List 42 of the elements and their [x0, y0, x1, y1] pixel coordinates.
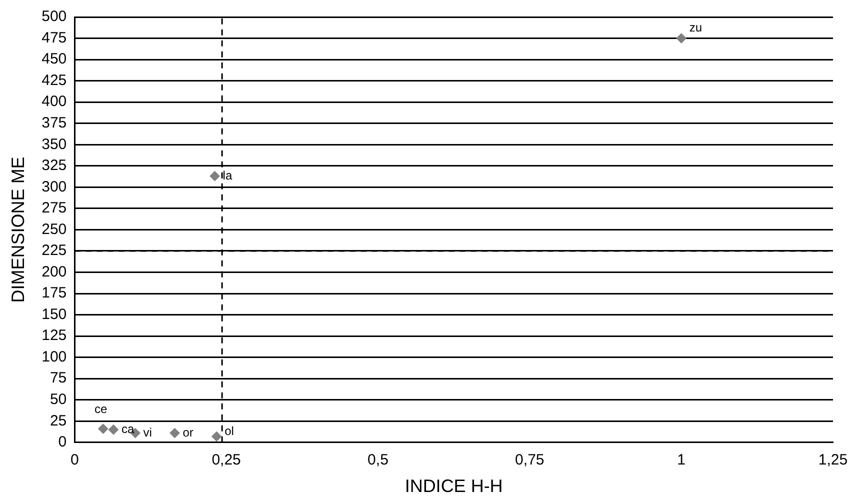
y-tick-label: 200 — [42, 263, 67, 280]
y-tick-label: 0 — [58, 434, 67, 451]
x-tick-label: 0,5 — [368, 452, 388, 469]
point — [98, 424, 108, 434]
y-tick-label: 425 — [42, 72, 67, 89]
y-tick-label: 25 — [50, 412, 67, 430]
point — [676, 33, 686, 44]
x-tick-label: 1 — [677, 452, 686, 469]
y-tick-label: 150 — [42, 306, 67, 323]
point — [210, 171, 220, 182]
y-tick-label: 325 — [42, 157, 67, 174]
y-tick-label: 125 — [42, 327, 67, 344]
point — [170, 428, 180, 438]
y-tick-label: 225 — [42, 242, 67, 260]
x-tick-label: 0,25 — [212, 452, 241, 469]
point — [108, 424, 118, 435]
y-tick-label: 250 — [42, 220, 67, 238]
y-tick-label: 275 — [42, 200, 67, 217]
y-tick-label: 75 — [50, 370, 67, 387]
point — [212, 431, 222, 442]
y-tick-label: 450 — [42, 50, 67, 68]
annotation: ca — [121, 422, 134, 436]
y-tick-label: 175 — [42, 284, 67, 302]
y-tick-label: 400 — [42, 93, 67, 110]
annotation: la — [222, 168, 232, 182]
annotation: ol — [224, 424, 234, 438]
y-tick-label: 500 — [42, 8, 67, 26]
y-tick-label: 375 — [42, 114, 67, 132]
x-tick-label: 0 — [70, 452, 79, 469]
y-axis-title: DIMENSIONE ME — [8, 156, 28, 303]
annotation: or — [182, 425, 194, 440]
y-tick-label: 50 — [50, 391, 67, 408]
annotation: ce — [94, 402, 108, 416]
x-axis-title: INDICE H-H — [404, 476, 503, 496]
y-tick-label: 350 — [42, 136, 67, 153]
annotation: zu — [689, 20, 702, 35]
y-tick-label: 300 — [42, 178, 67, 196]
y-tick-label: 475 — [42, 29, 67, 46]
x-tick-label: 0,75 — [515, 452, 544, 469]
x-tick-label: 1,25 — [818, 452, 848, 469]
y-tick-label: 100 — [42, 348, 67, 366]
annotation: vi — [143, 425, 152, 440]
